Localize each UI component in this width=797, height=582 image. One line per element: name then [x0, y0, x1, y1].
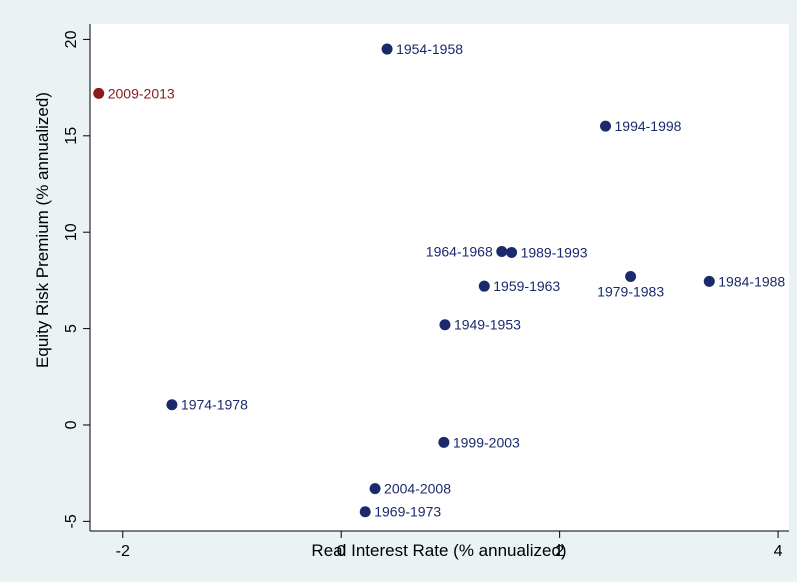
data-point-label: 1964-1968 [426, 243, 493, 259]
y-axis-title: Equity Risk Premium (% annualized) [33, 92, 52, 368]
data-point [93, 87, 105, 99]
data-point-label: 1949-1953 [454, 317, 521, 333]
x-tick-label: 0 [337, 543, 346, 560]
x-tick-label: 2 [555, 543, 564, 560]
data-point [359, 506, 371, 518]
y-tick-label: 0 [63, 420, 80, 429]
data-point-label: 1994-1998 [615, 118, 682, 134]
data-point [369, 483, 381, 495]
data-point [438, 436, 450, 448]
data-point-label: 1989-1993 [521, 244, 588, 260]
data-point [506, 246, 518, 258]
data-point [625, 271, 637, 283]
x-axis-title: Real Interest Rate (% annualized) [311, 541, 566, 560]
y-tick-label: 20 [63, 30, 80, 48]
data-point-label: 1974-1978 [181, 397, 248, 413]
data-point-label: 1954-1958 [396, 41, 463, 57]
data-points: 1954-1958 2009-2013 1994-1998 1964-1968 1989… [93, 41, 785, 520]
x-axis-ticks: -2 0 2 4 [116, 531, 783, 560]
y-axis-ticks: -5 0 5 10 15 20 [63, 30, 90, 528]
data-point-label: 1959-1963 [493, 278, 560, 294]
x-tick-label: 4 [774, 543, 783, 560]
data-point [478, 280, 490, 292]
data-point [496, 245, 508, 257]
y-tick-label: -5 [63, 514, 80, 528]
y-tick-label: 15 [63, 127, 80, 145]
data-point [600, 120, 612, 132]
data-point [166, 399, 178, 411]
y-tick-label: 5 [63, 324, 80, 333]
data-point-label: 2009-2013 [108, 85, 175, 101]
data-point-label: 1999-2003 [453, 434, 520, 450]
data-point-label: 1984-1988 [718, 273, 785, 289]
x-tick-label: -2 [116, 543, 130, 560]
y-tick-label: 10 [63, 223, 80, 241]
data-point [439, 319, 451, 331]
data-point-label: 1969-1973 [374, 504, 441, 520]
data-point [703, 275, 715, 287]
plot-area [90, 24, 789, 531]
data-point [381, 43, 393, 55]
data-point-label: 2004-2008 [384, 481, 451, 497]
data-point-label: 1979-1983 [597, 284, 664, 300]
